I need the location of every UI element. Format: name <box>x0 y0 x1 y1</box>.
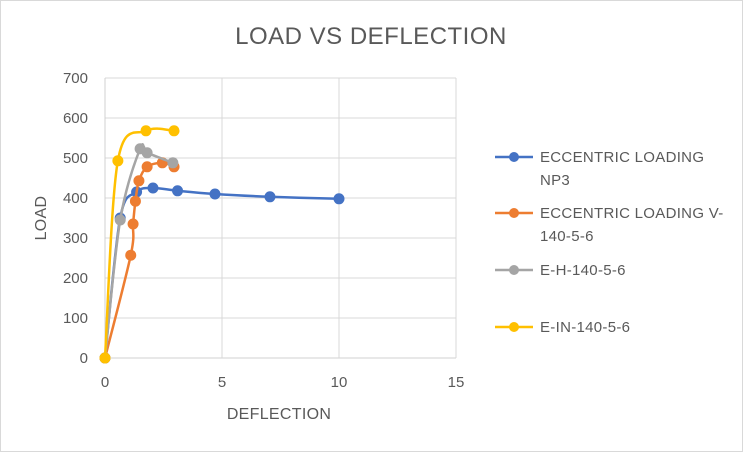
legend-label: E-IN-140-5-6 <box>540 319 630 336</box>
data-point <box>141 147 153 159</box>
legend-label: ECCENTRIC LOADING <box>540 149 704 166</box>
data-point <box>147 182 159 194</box>
data-point <box>264 191 276 203</box>
y-tick-label: 700 <box>63 70 88 87</box>
data-point <box>125 249 137 261</box>
y-tick-label: 200 <box>63 270 88 287</box>
x-tick-label: 15 <box>448 374 465 391</box>
y-tick-label: 100 <box>63 310 88 327</box>
y-tick-label: 0 <box>80 350 88 367</box>
data-point <box>209 188 221 200</box>
data-point <box>167 157 179 169</box>
data-point <box>129 195 141 207</box>
x-axis-tick-labels: 0 5 10 15 <box>101 374 465 391</box>
data-point <box>112 155 124 167</box>
data-point <box>333 193 345 205</box>
legend-marker <box>509 322 519 332</box>
legend-item: ECCENTRIC LOADING V- 140-5-6 <box>495 205 724 245</box>
x-tick-label: 5 <box>218 374 226 391</box>
y-tick-label: 500 <box>63 150 88 167</box>
data-point <box>140 125 152 137</box>
plot-series <box>99 125 345 364</box>
y-axis-tick-labels: 0 100 200 300 400 500 600 700 <box>63 70 88 367</box>
legend-marker <box>509 265 519 275</box>
legend: ECCENTRIC LOADING NP3 ECCENTRIC LOADING V-… <box>495 149 724 336</box>
legend-marker <box>509 208 519 218</box>
legend-label: 140-5-6 <box>540 228 594 245</box>
data-point <box>99 352 111 364</box>
legend-item: ECCENTRIC LOADING NP3 <box>495 149 704 189</box>
data-point <box>172 185 184 197</box>
legend-label: NP3 <box>540 172 570 189</box>
y-tick-label: 600 <box>63 110 88 127</box>
series-4 <box>99 125 180 364</box>
legend-label: E-H-140-5-6 <box>540 262 626 279</box>
x-axis-title: DEFLECTION <box>227 406 331 423</box>
y-axis-title: LOAD <box>33 196 50 241</box>
y-tick-label: 300 <box>63 230 88 247</box>
legend-item: E-IN-140-5-6 <box>495 319 630 336</box>
x-tick-label: 10 <box>331 374 348 391</box>
y-tick-label: 400 <box>63 190 88 207</box>
gridlines <box>104 77 457 359</box>
data-point <box>114 214 126 226</box>
data-point <box>133 175 145 187</box>
legend-marker <box>509 152 519 162</box>
data-point <box>127 218 139 230</box>
legend-label: ECCENTRIC LOADING V- <box>540 205 724 222</box>
chart-title: LOAD VS DEFLECTION <box>235 23 507 50</box>
data-point <box>168 125 180 137</box>
series-line <box>103 127 176 360</box>
data-point <box>141 161 153 173</box>
x-tick-label: 0 <box>101 374 109 391</box>
legend-item: E-H-140-5-6 <box>495 262 626 279</box>
